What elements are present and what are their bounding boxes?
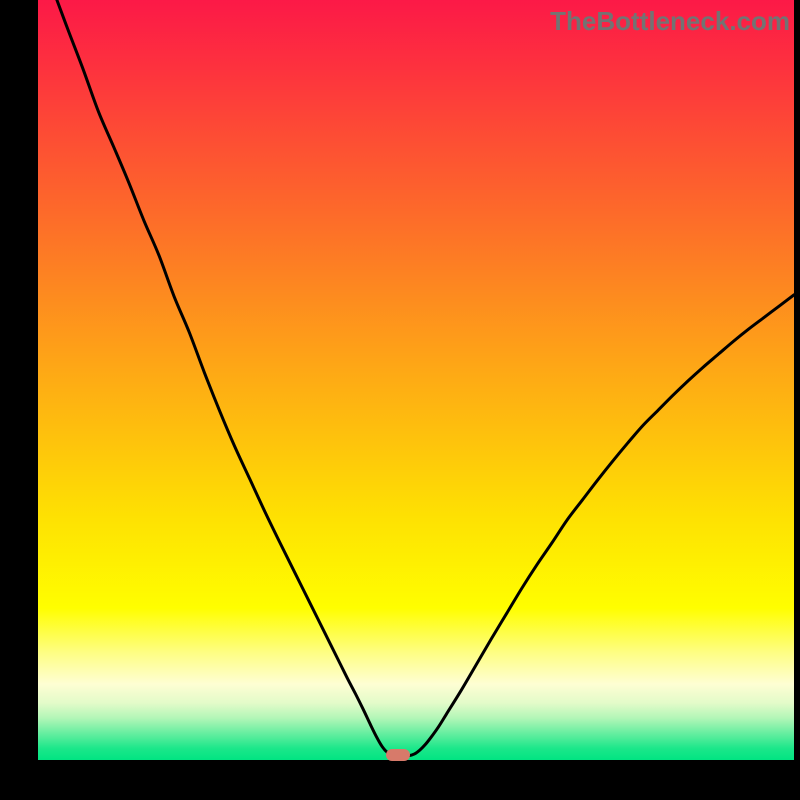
bottleneck-curve-chart [38,0,794,760]
chart-background [38,0,794,760]
target-marker [386,749,410,761]
chart-container: TheBottleneck.com [0,0,800,800]
watermark-text: TheBottleneck.com [550,6,790,37]
